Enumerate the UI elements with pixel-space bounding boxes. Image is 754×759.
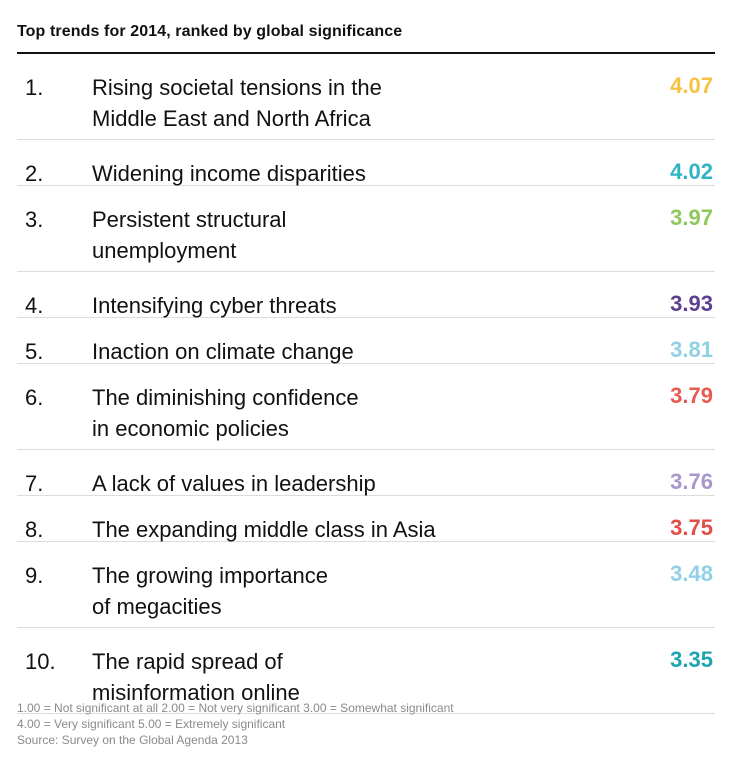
legend-line-2: 4.00 = Very significant 5.00 = Extremely… [17, 717, 286, 731]
row-rank: 3. [25, 207, 44, 232]
table-row-9: 9. The growing importance of megacities … [17, 542, 715, 628]
row-label: The expanding middle class in Asia [92, 517, 436, 542]
row-label: Intensifying cyber threats [92, 293, 337, 318]
footnote: 1.00 = Not significant at all 2.00 = Not… [17, 700, 454, 748]
row-label: The growing importance of megacities [92, 563, 329, 619]
table-rows: 1. Rising societal tensions in the Middl… [17, 54, 715, 714]
row-label: A lack of values in leadership [92, 471, 376, 496]
table-row-7: 7. A lack of values in leadership 3.76 [17, 450, 715, 496]
row-rank: 7. [25, 471, 44, 496]
table-row-10: 10. The rapid spread of misinformation o… [17, 628, 715, 714]
row-label: Inaction on climate change [92, 339, 354, 364]
row-rank: 4. [25, 293, 44, 318]
row-rank: 10. [25, 649, 56, 674]
row-rank: 9. [25, 563, 44, 588]
row-score: 3.75 [670, 515, 713, 540]
row-score: 3.35 [670, 647, 713, 672]
row-score: 3.97 [670, 205, 713, 230]
row-score: 3.76 [670, 469, 713, 494]
row-rank: 6. [25, 385, 44, 410]
title-rule [17, 52, 715, 54]
table-row-1: 1. Rising societal tensions in the Middl… [17, 54, 715, 140]
table-row-4: 4. Intensifying cyber threats 3.93 [17, 272, 715, 318]
row-label: Rising societal tensions in the Middle E… [92, 75, 382, 131]
row-rank: 5. [25, 339, 44, 364]
row-label: The diminishing confidence in economic p… [92, 385, 359, 441]
table-row-2: 2. Widening income disparities 4.02 [17, 140, 715, 186]
source-note: Source: Survey on the Global Agenda 2013 [17, 733, 248, 747]
row-rank: 8. [25, 517, 44, 542]
table-row-6: 6. The diminishing confidence in economi… [17, 364, 715, 450]
row-rank: 2. [25, 161, 44, 186]
row-score: 3.93 [670, 291, 713, 316]
row-rank: 1. [25, 75, 44, 100]
row-score: 4.02 [670, 159, 713, 184]
row-score: 3.48 [670, 561, 713, 586]
row-score: 4.07 [670, 73, 713, 98]
table-row-5: 5. Inaction on climate change 3.81 [17, 318, 715, 364]
row-score: 3.79 [670, 383, 713, 408]
legend-line-1: 1.00 = Not significant at all 2.00 = Not… [17, 701, 454, 715]
table-row-3: 3. Persistent structural unemployment 3.… [17, 186, 715, 272]
row-label: Persistent structural unemployment [92, 207, 287, 263]
table-row-8: 8. The expanding middle class in Asia 3.… [17, 496, 715, 542]
row-score: 3.81 [670, 337, 713, 362]
chart-title: Top trends for 2014, ranked by global si… [17, 23, 403, 40]
row-label: Widening income disparities [92, 161, 366, 186]
row-label: The rapid spread of misinformation onlin… [92, 649, 300, 705]
